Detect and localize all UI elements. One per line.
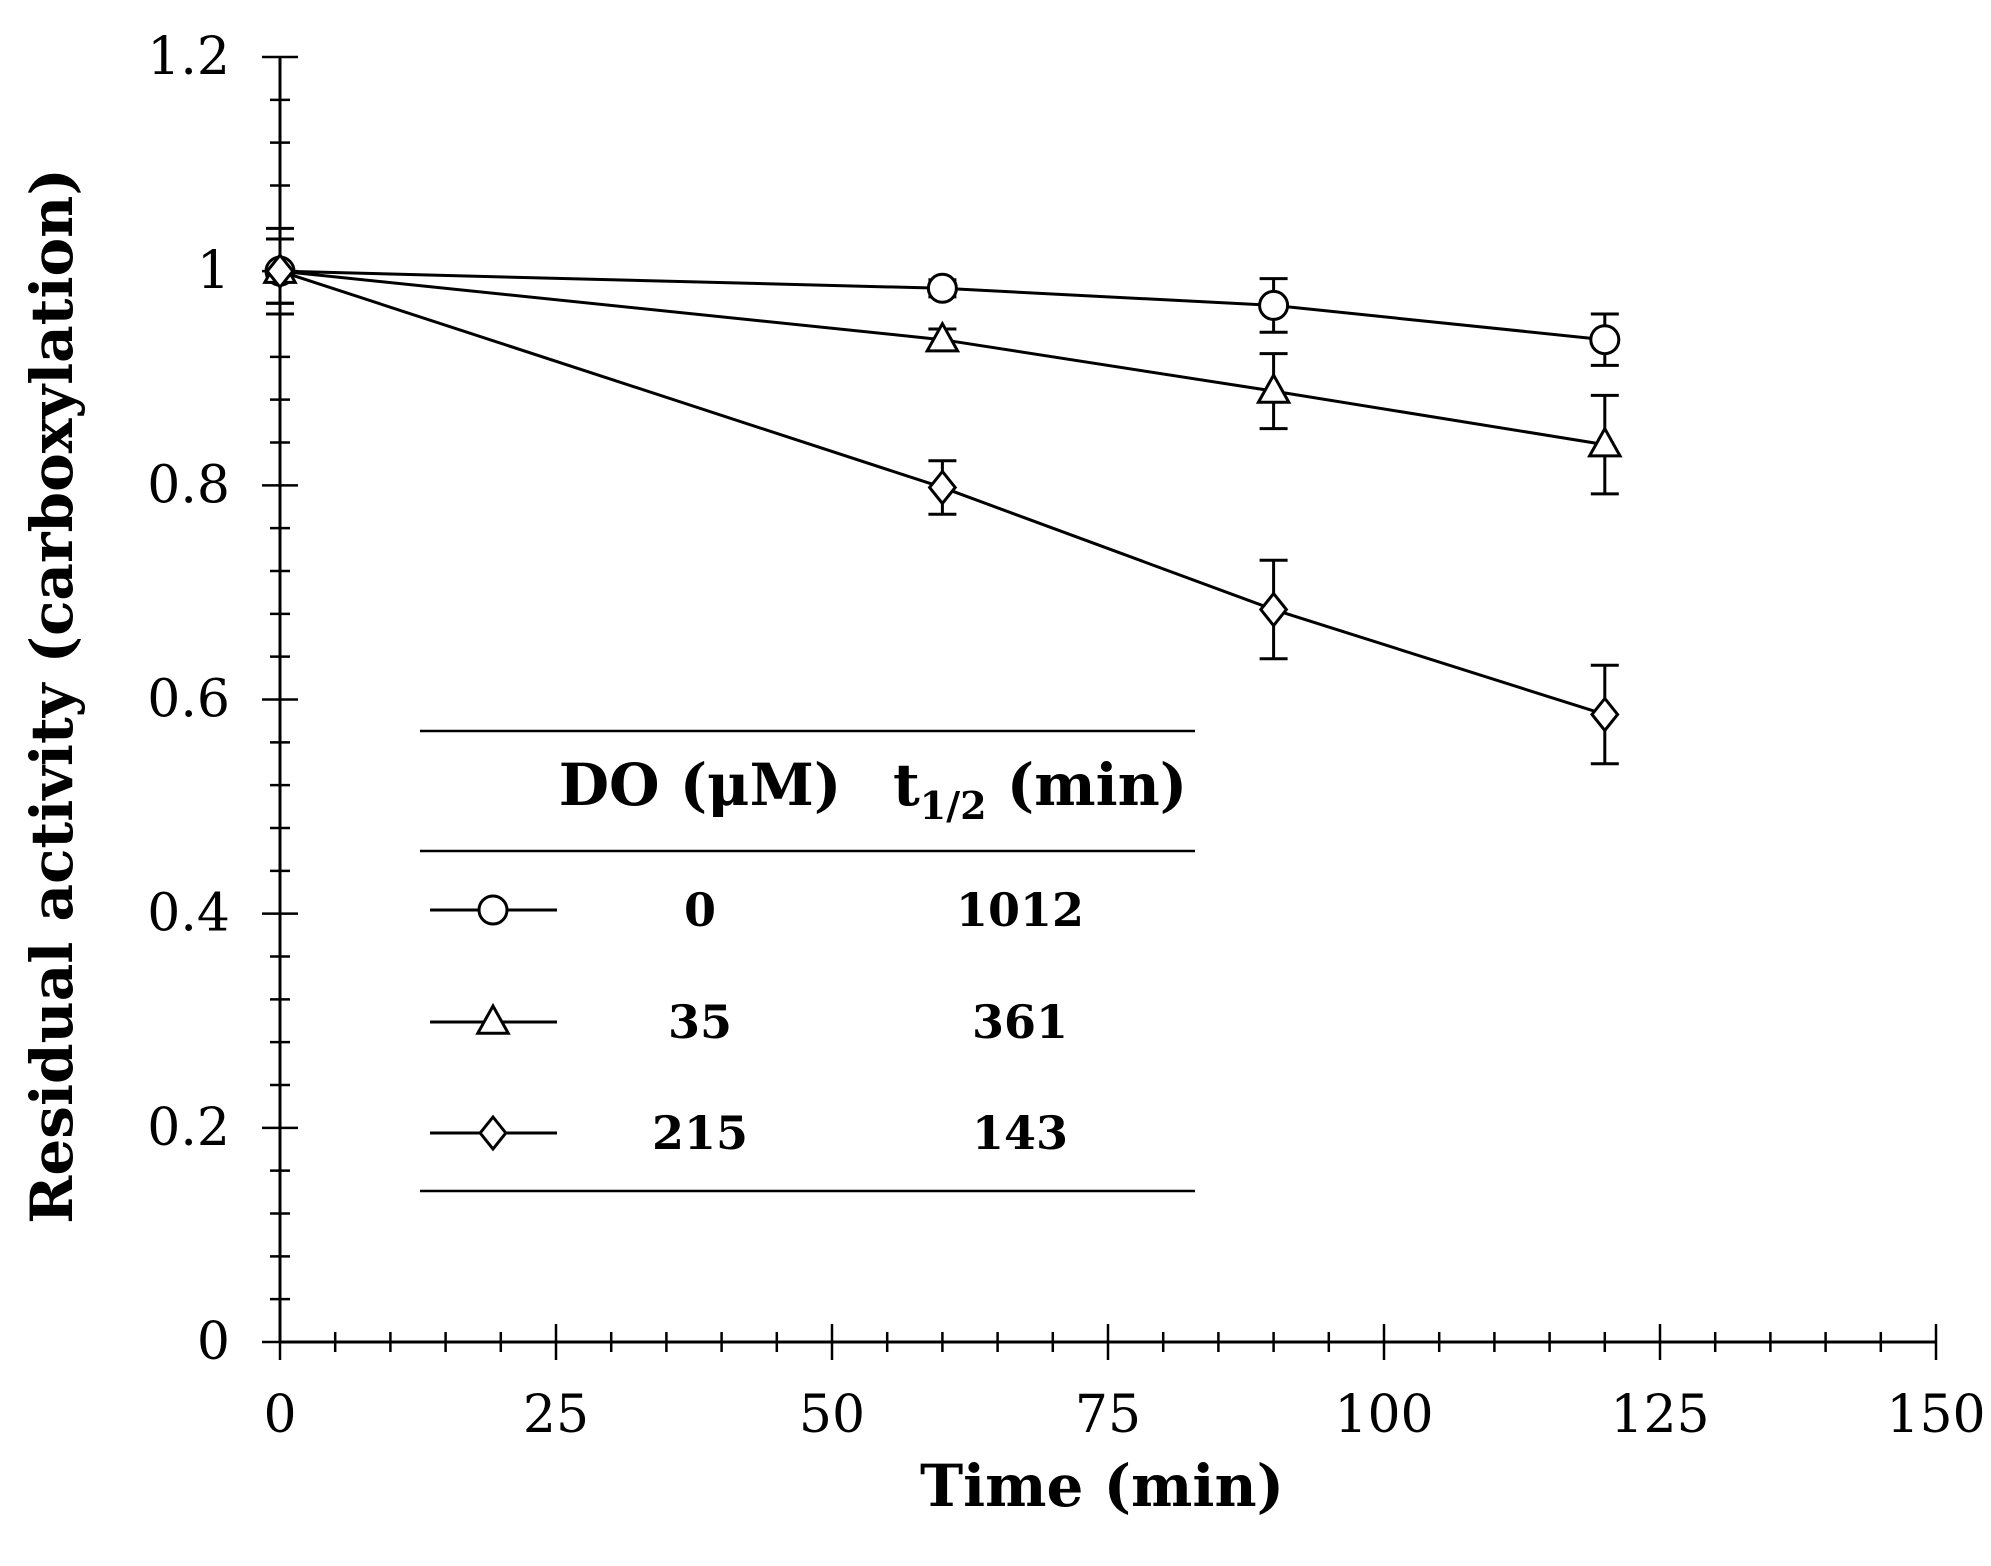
y-tick-label: 0.6 — [147, 670, 230, 730]
axes: 0 0.2 0.4 0.6 0.8 1 1.2 0 25 50 75 100 125 150 — [147, 27, 1985, 1445]
legend-do-value: 0 — [684, 883, 716, 937]
y-tick-label: 0.2 — [147, 1098, 230, 1158]
series-line-circle — [279, 269, 1605, 342]
legend-header-thalf: t1/2 (min) — [893, 751, 1187, 828]
data-point-circle — [1258, 289, 1290, 321]
legend: DO (μM) t1/2 (min) 0 1012 35 361 215 143 — [420, 729, 1195, 1193]
x-tick-label: 75 — [1075, 1385, 1141, 1445]
y-tick-label: 1.2 — [147, 27, 230, 87]
x-tick-label: 0 — [263, 1385, 296, 1445]
y-tick-label: 1 — [197, 241, 230, 301]
legend-header-thalf-rest: (min) — [987, 751, 1188, 819]
data-point-diamond — [1258, 591, 1289, 628]
legend-row: 35 361 — [430, 995, 1068, 1049]
legend-header-do: DO (μM) — [559, 751, 842, 819]
legend-header-thalf-sub: 1/2 — [920, 783, 987, 828]
y-tick-label: 0.4 — [147, 884, 230, 944]
series-line-diamond — [279, 269, 1606, 716]
data-point-diamond — [265, 252, 295, 290]
legend-do-value: 215 — [652, 1106, 748, 1160]
y-tick-label: 0 — [197, 1312, 230, 1372]
series-diamond — [265, 226, 1620, 766]
legend-row: 0 1012 — [430, 883, 1084, 937]
x-tick-label: 50 — [799, 1385, 865, 1445]
data-point-diamond — [927, 469, 958, 506]
data-point-triangle — [924, 320, 961, 353]
legend-rows: 0 1012 35 361 215 143 — [430, 883, 1084, 1160]
legend-marker-diamond — [478, 1114, 508, 1152]
data-point-triangle — [1255, 372, 1292, 404]
y-tick-label: 0.8 — [147, 455, 230, 515]
x-tick-label: 150 — [1886, 1385, 1985, 1445]
data-point-circle — [1589, 324, 1621, 356]
legend-thalf-value: 1012 — [956, 883, 1084, 937]
legend-marker-circle — [477, 894, 509, 926]
legend-do-value: 35 — [668, 995, 732, 1049]
x-tick-label: 125 — [1610, 1385, 1709, 1445]
legend-marker-triangle — [475, 1002, 511, 1035]
legend-thalf-value: 143 — [972, 1106, 1068, 1160]
legend-row: 215 143 — [430, 1106, 1068, 1160]
legend-header-thalf-main: t — [893, 751, 920, 819]
legend-thalf-value: 361 — [972, 995, 1068, 1049]
data-point-diamond — [1590, 696, 1620, 733]
x-tick-label: 100 — [1334, 1385, 1433, 1445]
series-circle — [264, 237, 1621, 367]
data-point-triangle — [1587, 425, 1623, 458]
series-layer — [262, 226, 1623, 766]
x-tick-label: 25 — [523, 1385, 589, 1445]
data-point-circle — [926, 272, 958, 304]
series-line-triangle — [279, 269, 1606, 447]
x-axis-title: Time (min) — [920, 1452, 1284, 1520]
y-axis-title: Residual activity (carboxylation) — [18, 168, 86, 1224]
